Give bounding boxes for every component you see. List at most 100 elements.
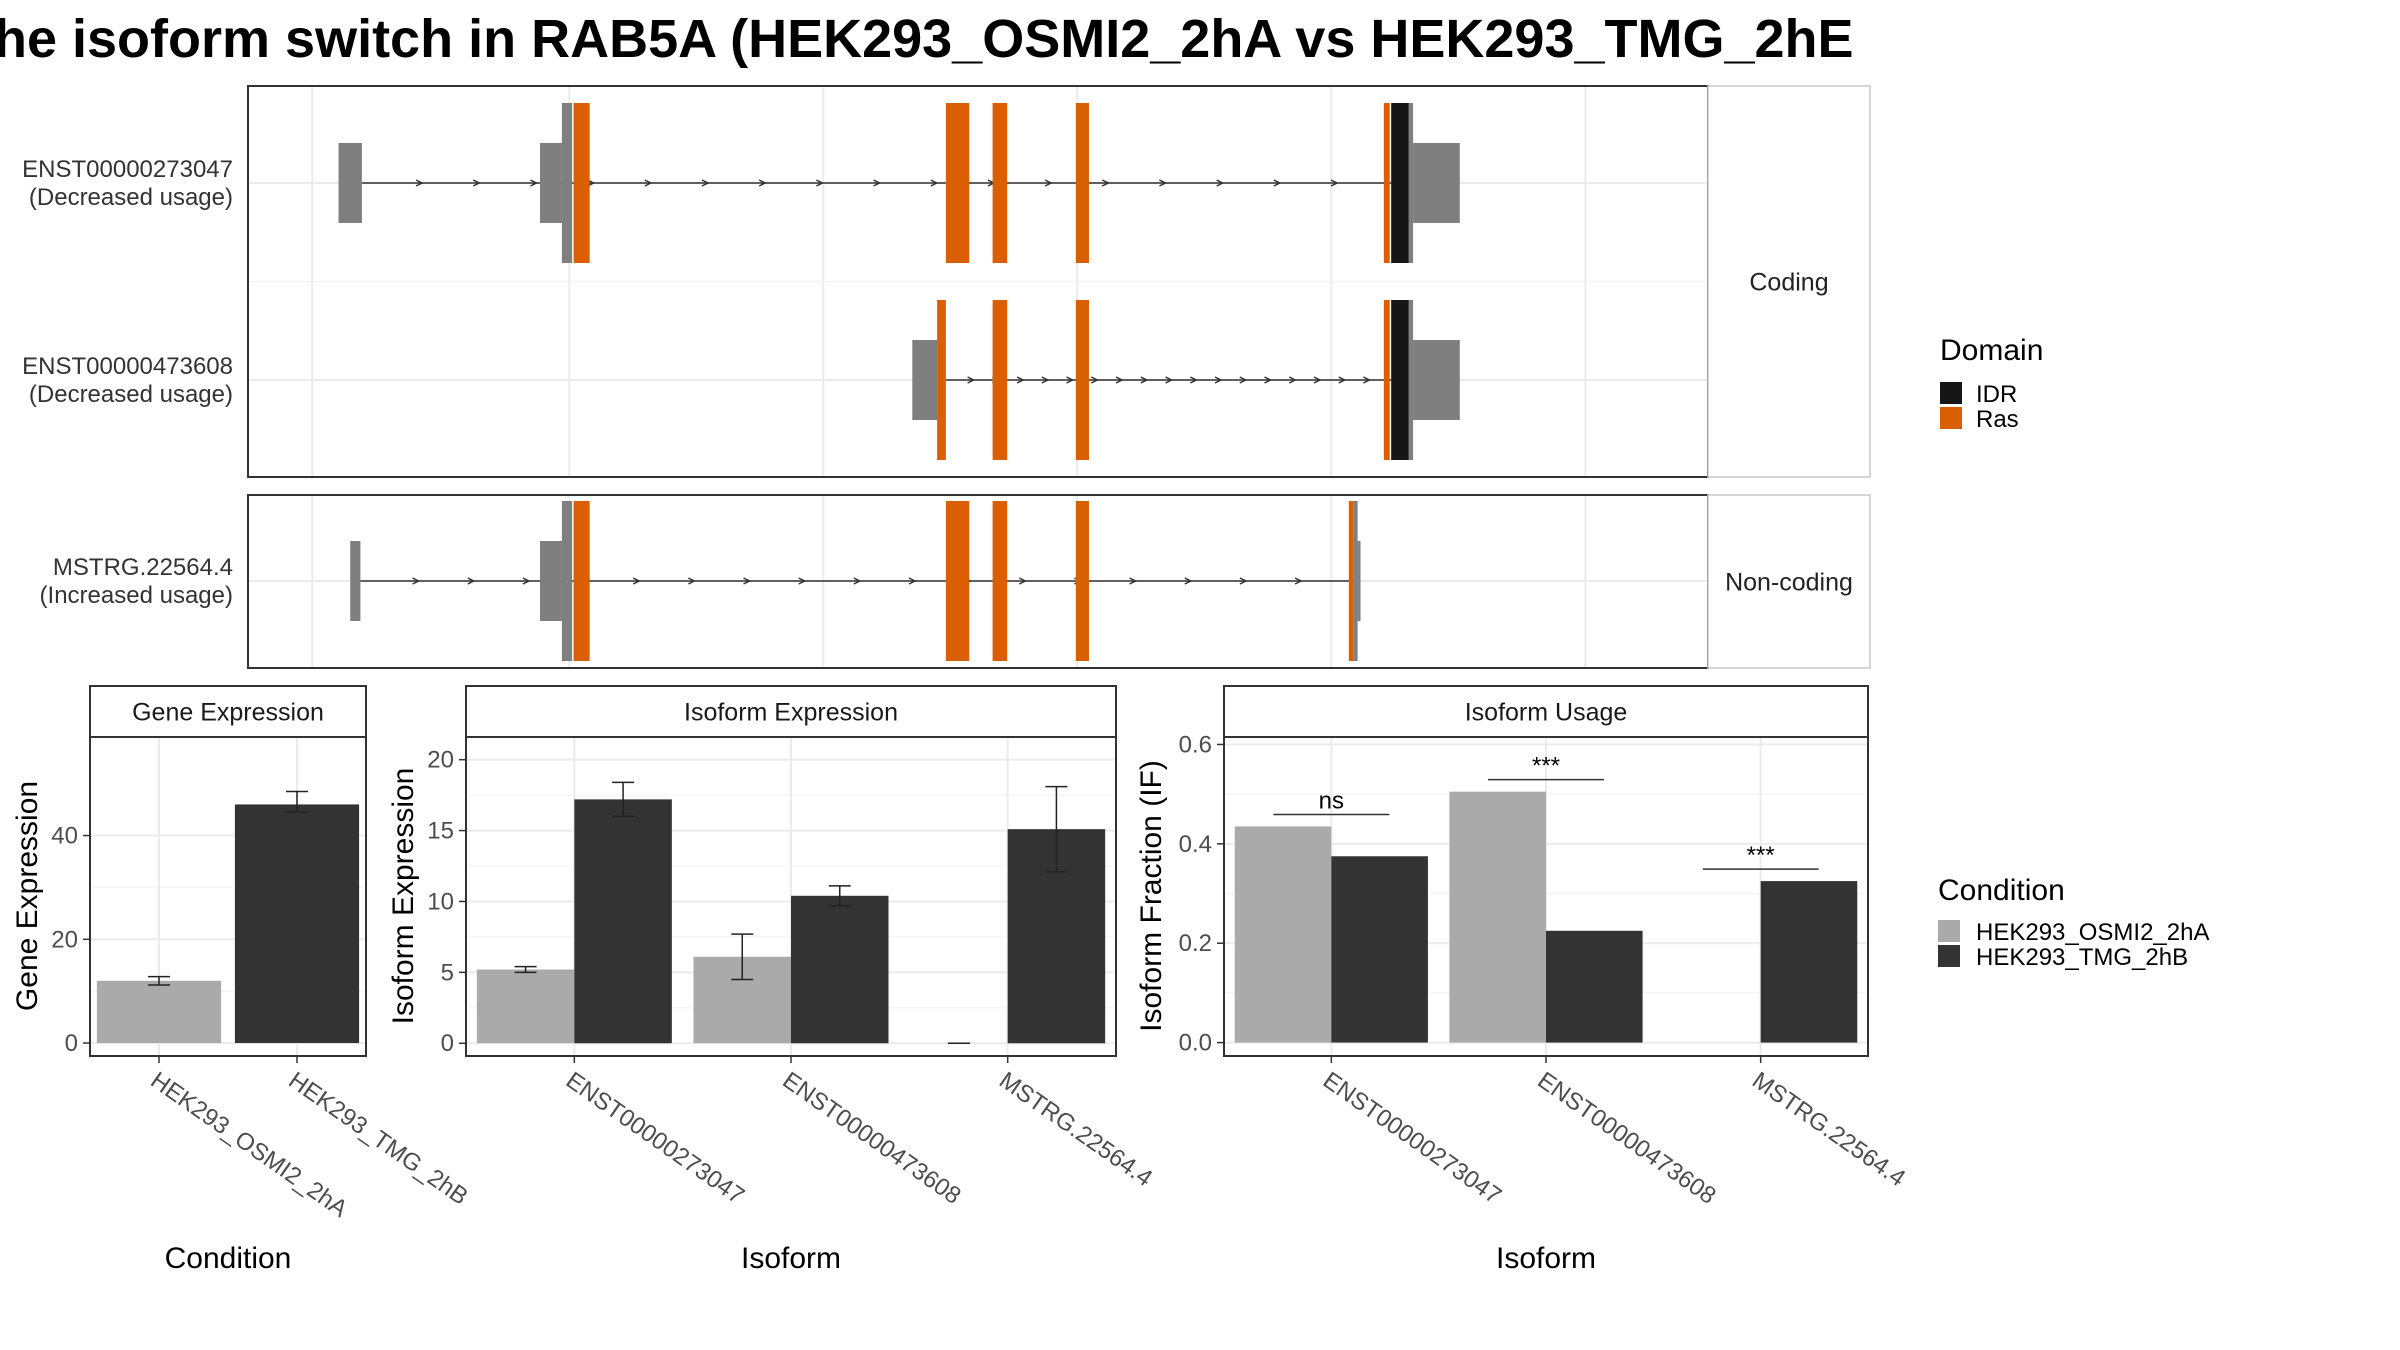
intron-arrow bbox=[853, 577, 862, 585]
bar bbox=[96, 980, 222, 1044]
ras-domain-exon bbox=[573, 501, 590, 661]
intron-arrow bbox=[644, 179, 653, 187]
x-tick-label: ENST00000273047 bbox=[561, 1067, 749, 1210]
intron-arrow bbox=[967, 376, 976, 384]
bar bbox=[574, 799, 672, 1044]
intron-arrow bbox=[1140, 376, 1149, 384]
intron-arrow bbox=[1041, 376, 1050, 384]
facet-strip-label: Isoform Expression bbox=[684, 699, 898, 727]
condition-legend-key bbox=[1938, 945, 1960, 967]
ras-domain-exon bbox=[1075, 300, 1089, 460]
significance-label: ns bbox=[1319, 787, 1344, 814]
ras-domain-exon bbox=[1348, 501, 1354, 661]
y-tick-label: 0.0 bbox=[1179, 1030, 1212, 1057]
intron-arrow bbox=[743, 577, 752, 585]
y-tick-label: 5 bbox=[441, 959, 454, 986]
ras-domain-exon bbox=[1075, 501, 1089, 661]
intron-arrow bbox=[1330, 179, 1339, 187]
y-tick-label: 0.2 bbox=[1179, 930, 1212, 957]
utr-exon bbox=[1413, 340, 1460, 420]
ras-domain-exon bbox=[573, 103, 590, 263]
intron-arrow bbox=[467, 577, 476, 585]
significance-label: *** bbox=[1532, 753, 1560, 780]
ras-domain-exon bbox=[945, 501, 970, 661]
utr-exon bbox=[1357, 541, 1361, 621]
facet-strip bbox=[1223, 685, 1869, 738]
intron-arrow bbox=[1239, 577, 1248, 585]
y-tick-label: 0.4 bbox=[1179, 831, 1212, 858]
intron-arrow bbox=[908, 577, 917, 585]
isoform-usage-note: (Decreased usage) bbox=[29, 381, 233, 408]
intron-arrow bbox=[1044, 179, 1053, 187]
domain-legend-key bbox=[1940, 407, 1962, 429]
intron-arrow bbox=[1214, 376, 1223, 384]
isoform-expression-chart: Isoform Expression 0 5 10 15 20 ENST0000027304… bbox=[387, 685, 1157, 1275]
intron-arrow bbox=[632, 577, 641, 585]
y-tick-label: 40 bbox=[51, 823, 78, 850]
intron-arrow bbox=[798, 577, 807, 585]
intron-arrow bbox=[1101, 179, 1110, 187]
intron-arrow bbox=[1016, 376, 1025, 384]
intron-arrow bbox=[1018, 577, 1027, 585]
intron-arrow bbox=[1338, 376, 1347, 384]
intron-arrow bbox=[1129, 577, 1138, 585]
utr-exon bbox=[1413, 143, 1460, 223]
utr-exon bbox=[350, 541, 361, 621]
structure-strip-label: Coding bbox=[1749, 269, 1828, 297]
bar bbox=[476, 969, 575, 1044]
y-axis-title: Isoform Fraction (IF) bbox=[1135, 760, 1168, 1032]
utr-exon bbox=[561, 103, 573, 263]
x-tick-label: ENST00000473608 bbox=[1533, 1067, 1721, 1210]
y-axis-title: Gene Expression bbox=[11, 781, 44, 1011]
ras-domain-exon bbox=[1383, 103, 1390, 263]
x-axis-title: Isoform bbox=[741, 1242, 841, 1275]
intron-arrow bbox=[1189, 376, 1198, 384]
intron-arrow bbox=[412, 577, 421, 585]
isoform-label: MSTRG.22564.4 bbox=[53, 554, 233, 581]
y-tick-label: 0 bbox=[65, 1030, 78, 1057]
facet-strip bbox=[89, 685, 367, 738]
intron-arrow bbox=[1313, 376, 1322, 384]
domain-legend-title: Domain bbox=[1940, 334, 2043, 367]
x-axis-title: Condition bbox=[165, 1242, 292, 1275]
intron-arrow bbox=[1363, 376, 1372, 384]
x-tick-label: MSTRG.22564.4 bbox=[994, 1067, 1157, 1192]
ras-domain-exon bbox=[1075, 103, 1089, 263]
bar bbox=[1234, 826, 1332, 1043]
facet-strip-label: Gene Expression bbox=[132, 699, 324, 727]
condition-legend-key bbox=[1938, 920, 1960, 942]
bar bbox=[234, 804, 360, 1044]
y-tick-label: 0.6 bbox=[1179, 731, 1212, 758]
x-tick-label: ENST00000273047 bbox=[1318, 1067, 1506, 1210]
intron-arrow bbox=[1090, 376, 1099, 384]
facet-strip-label: Isoform Usage bbox=[1465, 699, 1628, 727]
bar bbox=[791, 895, 889, 1044]
condition-legend-title: Condition bbox=[1938, 874, 2065, 907]
bar bbox=[1760, 881, 1858, 1043]
ras-domain-exon bbox=[1383, 300, 1390, 460]
ras-domain-exon bbox=[992, 300, 1008, 460]
intron-arrow bbox=[1066, 376, 1075, 384]
utr-exon bbox=[540, 541, 562, 621]
idr-domain-exon bbox=[1391, 300, 1409, 460]
isoform-label: ENST00000273047 bbox=[22, 156, 233, 183]
utr-exon bbox=[912, 340, 938, 420]
bar bbox=[1449, 791, 1546, 1043]
utr-exon bbox=[561, 501, 573, 661]
isoform-usage-note: (Decreased usage) bbox=[29, 184, 233, 211]
intron-arrow bbox=[873, 179, 882, 187]
condition-legend-label: HEK293_TMG_2hB bbox=[1976, 944, 2188, 971]
isoform-label: ENST00000473608 bbox=[22, 353, 233, 380]
utr-exon bbox=[1353, 501, 1358, 661]
domain-legend-label: IDR bbox=[1976, 381, 2017, 408]
y-axis-title: Isoform Expression bbox=[387, 768, 420, 1025]
intron-arrow bbox=[1264, 376, 1273, 384]
y-tick-label: 10 bbox=[427, 888, 454, 915]
y-tick-label: 20 bbox=[427, 747, 454, 774]
x-axis-title: Isoform bbox=[1496, 1242, 1596, 1275]
domain-legend-label: Ras bbox=[1976, 406, 2019, 433]
ras-domain-exon bbox=[992, 501, 1008, 661]
